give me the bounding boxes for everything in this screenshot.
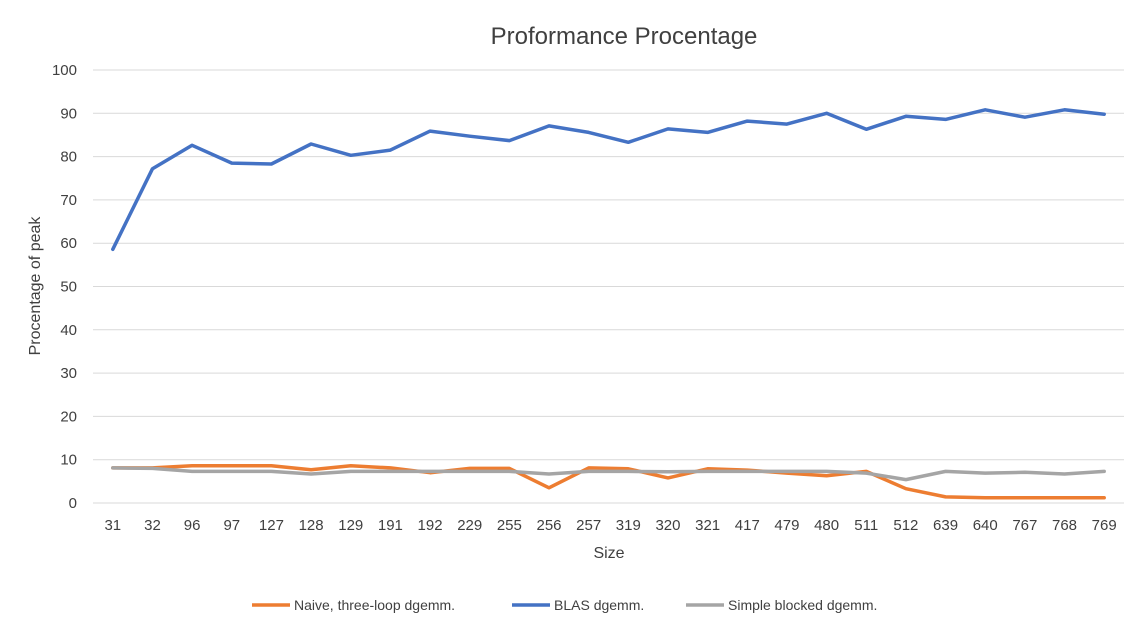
y-tick-label: 20 [60,408,77,425]
y-tick-label: 50 [60,279,77,296]
y-axis-label: Procentage of peak [27,216,44,356]
x-tick-label: 256 [537,517,562,534]
x-tick-label: 255 [497,517,522,534]
x-tick-label: 192 [418,517,443,534]
gridlines [93,69,1124,504]
x-tick-label: 768 [1052,517,1077,534]
x-tick-label: 229 [457,517,482,534]
x-tick-label: 320 [655,517,680,534]
y-tick-label: 10 [60,452,77,469]
legend-label: BLAS dgemm. [554,597,644,613]
y-tick-label: 60 [60,235,77,252]
x-tick-label: 96 [184,517,201,534]
chart-title: Proformance Procentage [491,23,758,50]
series-line-0 [111,464,1106,500]
x-axis-label: Size [593,545,624,562]
legend-label: Naive, three-loop dgemm. [294,597,455,613]
series-line-1 [111,108,1106,252]
legend-label: Simple blocked dgemm. [728,597,877,613]
x-tick-label: 127 [259,517,284,534]
x-axis-ticks: 31 32 96 97 127 128 129 191 192 229 255 256 257 319 32… [104,517,1116,534]
x-tick-label: 97 [223,517,240,534]
y-tick-label: 70 [60,192,77,209]
x-tick-label: 639 [933,517,958,534]
x-tick-label: 31 [104,517,121,534]
x-tick-label: 129 [338,517,363,534]
y-tick-label: 30 [60,365,77,382]
y-tick-label: 0 [69,495,77,512]
x-tick-label: 319 [616,517,641,534]
y-tick-label: 100 [52,62,77,79]
x-tick-label: 512 [893,517,918,534]
y-tick-label: 80 [60,149,77,166]
x-tick-label: 511 [854,517,878,534]
x-tick-label: 479 [774,517,799,534]
x-tick-label: 321 [695,517,720,534]
legend-item-0: Naive, three-loop dgemm. [252,597,455,613]
legend-item-2: Simple blocked dgemm. [686,597,877,613]
x-tick-label: 767 [1012,517,1037,534]
y-axis-ticks: 0 10 20 30 40 50 60 70 80 90 100 [52,62,77,512]
y-tick-label: 90 [60,105,77,122]
x-tick-label: 417 [735,517,760,534]
x-tick-label: 191 [378,517,403,534]
x-tick-label: 640 [973,517,998,534]
x-tick-label: 257 [576,517,601,534]
x-tick-label: 128 [299,517,324,534]
y-tick-label: 40 [60,322,77,339]
x-tick-label: 32 [144,517,161,534]
legend: Naive, three-loop dgemm. BLAS dgemm. Simpl… [252,597,877,613]
x-tick-label: 769 [1092,517,1117,534]
legend-item-1: BLAS dgemm. [512,597,644,613]
series-lines [111,108,1106,500]
x-tick-label: 480 [814,517,839,534]
series-line-2 [111,466,1106,482]
